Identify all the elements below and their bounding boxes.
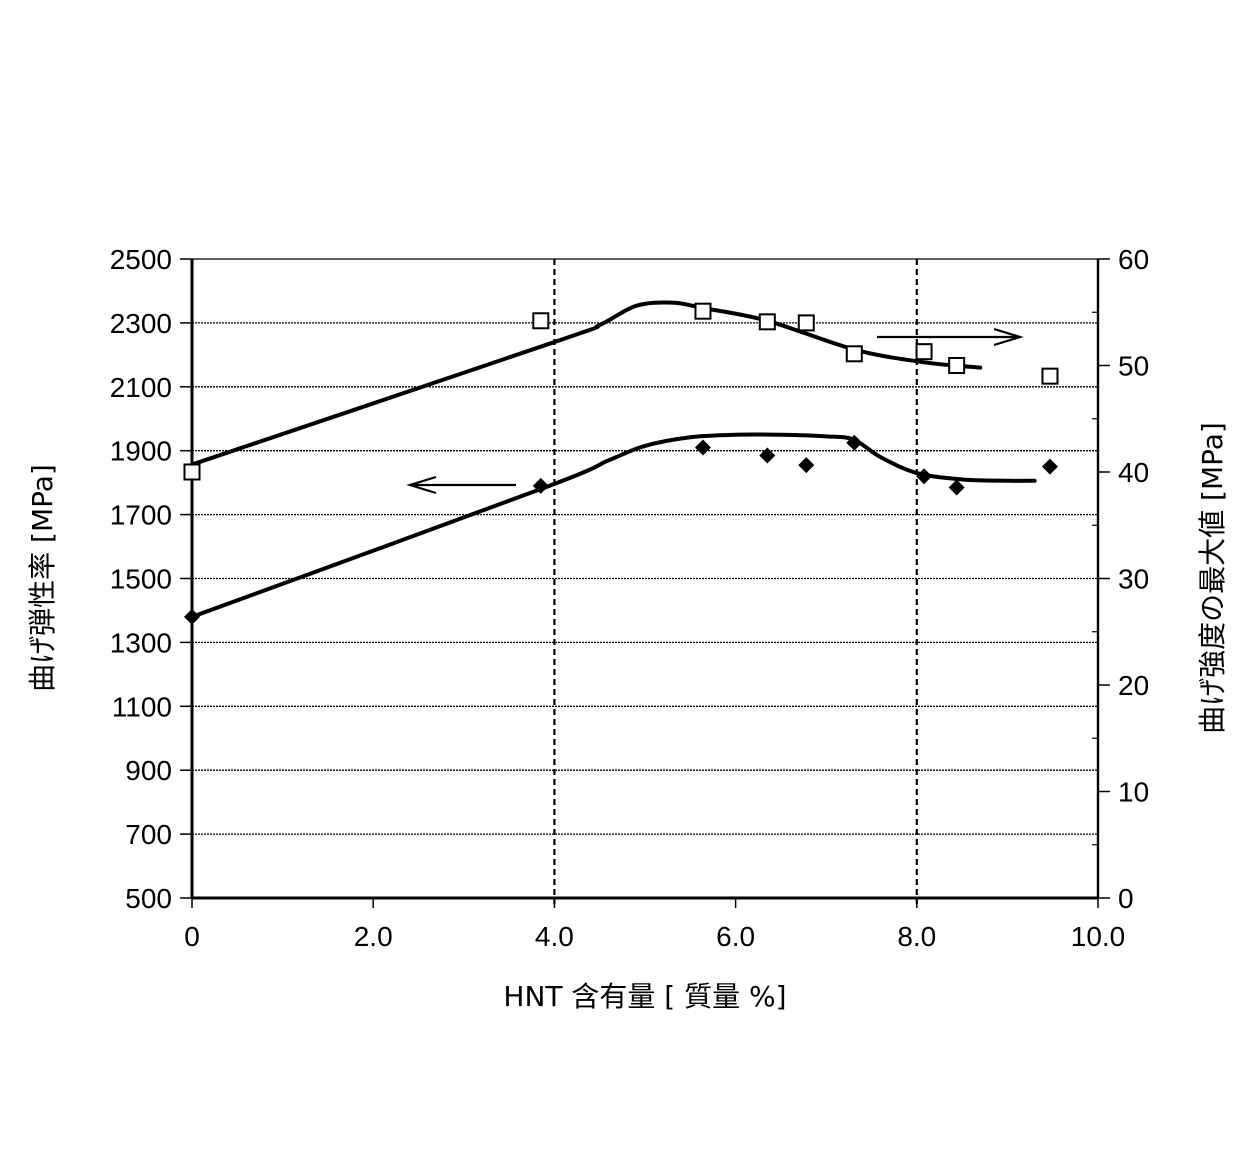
horizontal-gridlines (192, 323, 1098, 834)
square-marker (799, 315, 814, 330)
x-tick-label: 4.0 (535, 921, 574, 952)
x-axis-title: HNT 含有量 [ 質量 %] (503, 980, 786, 1013)
right-tick-label: 10 (1118, 777, 1149, 808)
right-tick-label: 30 (1118, 564, 1149, 595)
left-tick-label: 1300 (110, 627, 172, 658)
square-marker (917, 344, 932, 359)
square-marker (185, 465, 200, 480)
left-tick-label: 1700 (110, 500, 172, 531)
left-y-axis: 500 700 900 1100 1300 1500 1700 1900 2100 2300 250… (110, 244, 192, 914)
left-tick-label: 900 (125, 755, 172, 786)
left-tick-label: 700 (125, 819, 172, 850)
diamond-marker (949, 479, 965, 495)
square-marker (1042, 369, 1057, 384)
left-tick-label: 2300 (110, 308, 172, 339)
right-tick-label: 40 (1118, 457, 1149, 488)
right-y-axis-title: 曲げ強度の最大値 [MPa] (1196, 422, 1229, 734)
x-tick-label: 8.0 (897, 921, 936, 952)
x-tick-label: 6.0 (716, 921, 755, 952)
diamond-marker (759, 447, 775, 463)
diamond-marker (1042, 459, 1058, 475)
diamond-marker (695, 440, 711, 456)
right-tick-label: 0 (1118, 883, 1134, 914)
square-marker (760, 314, 775, 329)
square-marker (533, 313, 548, 328)
left-tick-label: 2100 (110, 372, 172, 403)
trend-curve (192, 434, 1035, 616)
left-tick-label: 1900 (110, 436, 172, 467)
square-marker (695, 304, 710, 319)
dual-axis-chart: 5007009001100130015001700190021002300250… (0, 0, 1244, 1165)
right-tick-label: 50 (1118, 351, 1149, 382)
trend-curves (192, 302, 1035, 616)
right-tick-label: 60 (1118, 244, 1149, 275)
square-marker (949, 358, 964, 373)
square-marker (847, 346, 862, 361)
x-tick-label: 0 (184, 921, 200, 952)
left-tick-label: 1500 (110, 564, 172, 595)
right-y-axis: 0 10 20 30 40 50 60 (1092, 244, 1149, 914)
trend-curve (192, 302, 980, 464)
left-tick-label: 500 (125, 883, 172, 914)
diamond-marker (184, 609, 200, 625)
left-tick-label: 2500 (110, 244, 172, 275)
right-tick-label: 20 (1118, 670, 1149, 701)
left-y-axis-title: 曲げ弾性率 [MPa] (26, 464, 59, 692)
x-tick-label: 2.0 (354, 921, 393, 952)
data-markers (184, 304, 1058, 625)
diamond-marker (916, 468, 932, 484)
diamond-marker (798, 457, 814, 473)
x-tick-label: 10.0 (1071, 921, 1126, 952)
x-axis: 0 2.0 4.0 6.0 8.0 10.0 (184, 898, 1125, 952)
left-tick-label: 1100 (112, 691, 172, 722)
